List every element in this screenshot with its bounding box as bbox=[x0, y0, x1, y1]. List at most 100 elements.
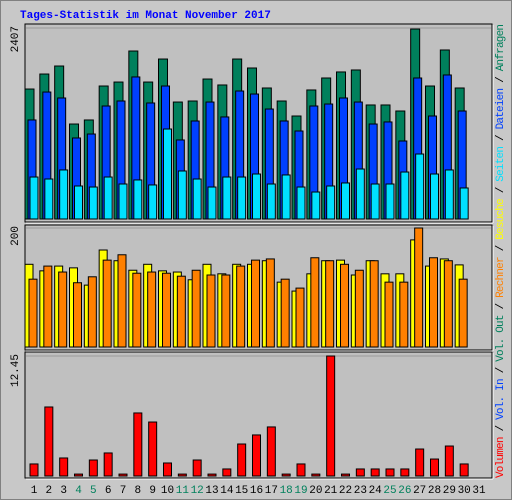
bar bbox=[265, 258, 275, 348]
bar bbox=[281, 473, 291, 477]
bar bbox=[102, 259, 112, 348]
bar bbox=[59, 169, 69, 220]
bar bbox=[44, 406, 54, 477]
bar bbox=[400, 468, 410, 477]
bar bbox=[74, 473, 83, 477]
bar bbox=[43, 265, 53, 348]
x-tick-label: 16 bbox=[250, 485, 263, 497]
bar bbox=[443, 260, 453, 348]
y-tick-label: 200 bbox=[10, 226, 22, 246]
y-tick-label: 2407 bbox=[10, 26, 22, 52]
bar bbox=[206, 274, 216, 348]
x-tick-label: 25 bbox=[383, 485, 396, 497]
x-tick-label: 8 bbox=[135, 485, 142, 497]
x-tick-label: 30 bbox=[458, 485, 471, 497]
bar bbox=[459, 187, 469, 220]
bar bbox=[325, 260, 335, 348]
legend-separator: / bbox=[495, 129, 507, 147]
bar bbox=[207, 186, 217, 220]
bar bbox=[28, 278, 38, 348]
bar bbox=[296, 463, 306, 477]
bar bbox=[237, 443, 247, 477]
bar bbox=[251, 259, 260, 348]
bar bbox=[340, 263, 349, 348]
bar bbox=[103, 452, 113, 477]
bar bbox=[414, 227, 424, 348]
x-tick-label: 14 bbox=[220, 485, 234, 497]
x-tick-label: 17 bbox=[265, 485, 278, 497]
bar bbox=[430, 173, 439, 220]
y-tick-label: 12.45 bbox=[10, 354, 22, 387]
legend: Volumen / Vol. In / Vol. Out / Rechner /… bbox=[495, 24, 507, 478]
bar bbox=[444, 169, 454, 220]
x-tick-label: 11 bbox=[176, 485, 190, 497]
bar bbox=[222, 176, 232, 220]
bar bbox=[430, 458, 439, 477]
bar bbox=[459, 463, 469, 477]
bar bbox=[191, 269, 201, 348]
bar bbox=[280, 278, 290, 348]
bar bbox=[415, 153, 425, 220]
bar bbox=[177, 473, 187, 477]
x-tick-label: 21 bbox=[324, 485, 338, 497]
legend-separator: / bbox=[495, 297, 507, 315]
x-tick-label: 12 bbox=[191, 485, 204, 497]
bar bbox=[237, 176, 247, 220]
legend-entry: Besuche bbox=[495, 198, 507, 239]
bar bbox=[117, 254, 127, 348]
x-tick-label: 22 bbox=[339, 485, 352, 497]
legend-entry: Dateien bbox=[495, 88, 507, 129]
bar bbox=[311, 473, 321, 477]
bar bbox=[59, 457, 69, 477]
x-tick-label: 26 bbox=[398, 485, 411, 497]
bar bbox=[369, 260, 379, 348]
bar bbox=[163, 128, 172, 220]
bar bbox=[252, 173, 261, 220]
bar bbox=[266, 183, 276, 220]
bar bbox=[88, 459, 98, 477]
x-tick-label: 13 bbox=[205, 485, 218, 497]
bar bbox=[458, 278, 468, 348]
bar bbox=[177, 170, 187, 220]
legend-entry: Anfragen bbox=[495, 24, 507, 71]
x-tick-label: 27 bbox=[413, 485, 426, 497]
x-tick-label: 24 bbox=[369, 485, 383, 497]
legend-separator: / bbox=[495, 239, 507, 257]
bar bbox=[148, 421, 158, 477]
bar bbox=[87, 276, 97, 348]
legend-separator: / bbox=[495, 181, 507, 199]
x-tick-label: 15 bbox=[235, 485, 248, 497]
x-tick-label: 29 bbox=[443, 485, 456, 497]
bar bbox=[399, 281, 409, 348]
bar bbox=[133, 412, 143, 477]
bar bbox=[133, 179, 143, 220]
bar bbox=[103, 176, 113, 220]
bar bbox=[296, 186, 306, 220]
bar bbox=[118, 183, 128, 220]
x-tick-label: 28 bbox=[428, 485, 441, 497]
x-tick-label: 1 bbox=[31, 485, 38, 497]
legend-entry: Volumen bbox=[495, 437, 507, 478]
legend-entry: Vol. In bbox=[495, 378, 507, 419]
bar bbox=[295, 287, 305, 348]
bar bbox=[162, 272, 171, 348]
legend-entry: Rechner bbox=[495, 256, 507, 297]
bar bbox=[370, 468, 380, 477]
bar bbox=[429, 257, 438, 348]
bar bbox=[385, 183, 395, 220]
bar bbox=[73, 282, 82, 348]
bar bbox=[118, 473, 128, 477]
bar bbox=[192, 178, 202, 220]
x-tick-label: 7 bbox=[120, 485, 127, 497]
bar bbox=[354, 269, 364, 348]
x-tick-label: 3 bbox=[60, 485, 67, 497]
bar bbox=[132, 272, 142, 348]
bar bbox=[207, 473, 217, 477]
legend-entry: Seiten bbox=[495, 146, 507, 182]
bar bbox=[355, 468, 365, 477]
bar bbox=[341, 473, 350, 477]
x-tick-label: 18 bbox=[280, 485, 293, 497]
bar bbox=[384, 281, 394, 348]
bar bbox=[44, 178, 54, 220]
